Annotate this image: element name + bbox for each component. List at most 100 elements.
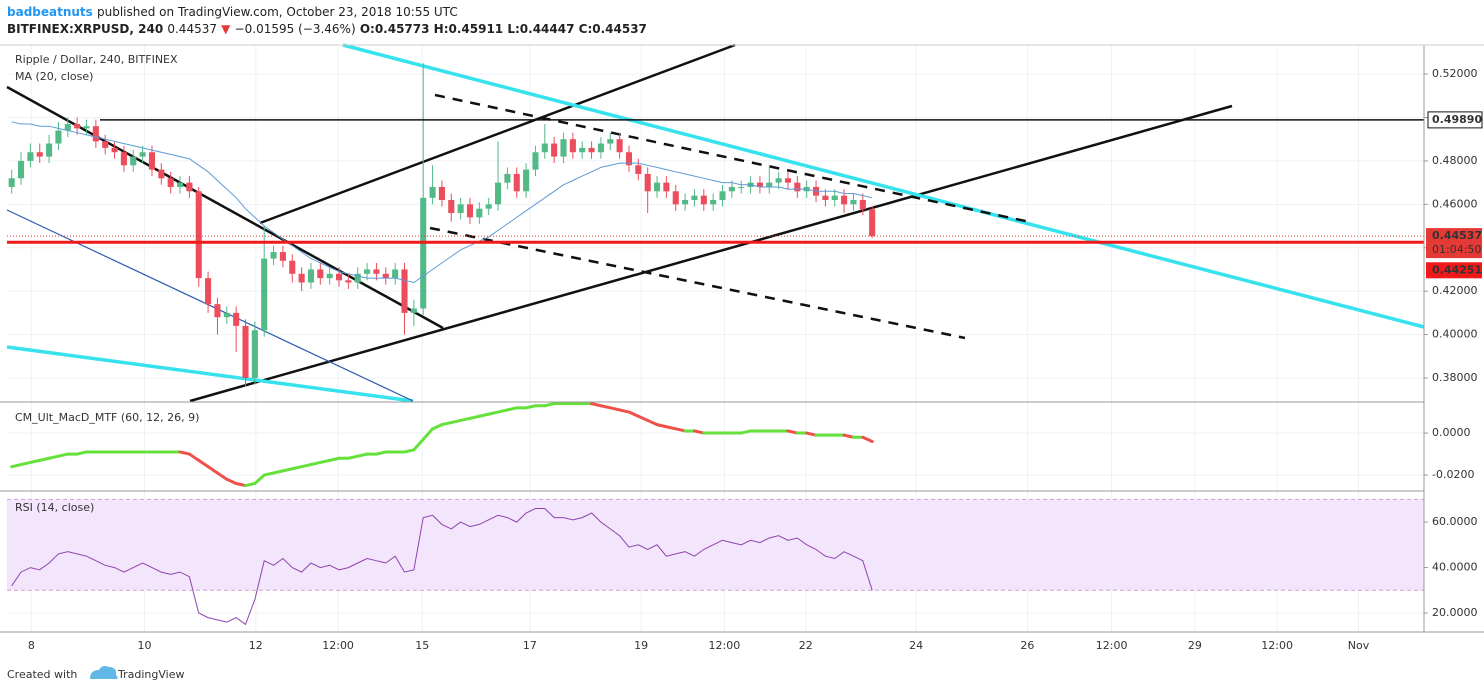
macd-segment xyxy=(197,458,210,469)
macd-segment xyxy=(599,404,612,410)
candle-body xyxy=(541,143,548,153)
candle-body xyxy=(167,178,174,187)
last: 0.44537 xyxy=(167,22,217,36)
candle-body xyxy=(523,169,530,192)
candle-body xyxy=(597,143,604,153)
macd-segment xyxy=(281,467,294,473)
candle-body xyxy=(869,209,876,237)
macd-segment xyxy=(646,418,659,427)
x-tick-label: 22 xyxy=(799,639,813,652)
candle-body xyxy=(279,252,286,261)
candle-body xyxy=(644,173,651,192)
x-tick-label: 24 xyxy=(909,639,923,652)
candle-body xyxy=(831,195,838,200)
macd-segment xyxy=(253,473,266,485)
candle-body xyxy=(625,152,633,166)
macd-segment xyxy=(431,423,444,431)
candle-body xyxy=(569,139,576,153)
candle-body xyxy=(654,182,661,192)
candle-body xyxy=(504,173,511,183)
y-tick-label: 60.0000 xyxy=(1432,515,1478,528)
level-label: 0.49890 xyxy=(1432,113,1482,126)
macd-segment xyxy=(524,404,537,410)
macd-segment xyxy=(215,471,229,481)
macd-segment xyxy=(356,452,369,458)
x-tick-label: 12:00 xyxy=(1096,639,1128,652)
last-price-box xyxy=(1426,228,1482,259)
candle-body xyxy=(64,124,71,131)
x-tick-label: 8 xyxy=(28,639,35,652)
candle-body xyxy=(298,273,305,283)
macd-segment xyxy=(328,456,341,462)
macd-segment xyxy=(10,463,23,469)
candle-body xyxy=(251,330,258,378)
symbol: BITFINEX:XRPUSD, 240 xyxy=(7,22,163,36)
macd-segment xyxy=(459,416,472,422)
rsi-line xyxy=(11,508,873,626)
candle-body xyxy=(775,178,782,183)
candle-body xyxy=(205,278,212,305)
candle-body xyxy=(663,182,670,192)
candle-body xyxy=(719,191,726,200)
macd-segment xyxy=(346,454,360,460)
macd-segment xyxy=(655,423,668,429)
open: O:0.45773 xyxy=(360,22,430,36)
high: H:0.45911 xyxy=(434,22,504,36)
candle-body xyxy=(579,147,586,153)
candle-body xyxy=(74,124,81,129)
macd-segment xyxy=(234,481,248,488)
candle-body xyxy=(307,269,315,283)
candle-body xyxy=(682,199,689,205)
candle-body xyxy=(710,199,717,205)
countdown: 01:04:50 xyxy=(1432,243,1481,256)
macd-segment xyxy=(75,450,89,456)
candle-body xyxy=(27,152,34,161)
y-tick-label: 0.0000 xyxy=(1432,426,1471,439)
marks xyxy=(7,63,1424,626)
candle-body xyxy=(438,186,445,200)
candle-body xyxy=(392,269,399,279)
candle-body xyxy=(17,160,25,179)
macd-segment xyxy=(403,448,416,454)
x-tick-label: 29 xyxy=(1188,639,1202,652)
macd-segment xyxy=(496,408,509,414)
candle-body xyxy=(261,258,268,331)
macd-segment xyxy=(608,406,622,412)
y-tick-label: 0.38000 xyxy=(1432,371,1478,384)
trendline xyxy=(429,226,966,340)
ma-line xyxy=(11,121,873,284)
macd-segment xyxy=(421,427,435,441)
macd-segment xyxy=(56,452,70,458)
macd-segment xyxy=(318,458,332,464)
candle-body xyxy=(8,178,15,187)
candle-body xyxy=(738,186,745,188)
candle-body xyxy=(728,186,735,192)
y-tick-label: 0.52000 xyxy=(1432,67,1478,80)
macd-segment xyxy=(19,460,32,467)
candle-body xyxy=(532,152,539,170)
candle-body xyxy=(476,208,483,218)
candle-body xyxy=(859,199,866,210)
trendline xyxy=(6,345,414,403)
symbol-line: BITFINEX:XRPUSD, 240 0.44537 ▼ −0.01595 … xyxy=(7,22,647,36)
candle-body xyxy=(148,152,156,170)
candle-body xyxy=(326,273,333,279)
y-tick-label: 0.48000 xyxy=(1432,154,1478,167)
grid xyxy=(7,45,1424,632)
candle-body xyxy=(841,195,848,205)
x-tick-label: 17 xyxy=(523,639,537,652)
x-tick-label: 12:00 xyxy=(709,639,741,652)
candle-body xyxy=(139,152,146,157)
footer-created: Created with xyxy=(7,668,77,681)
trendline xyxy=(342,43,1425,329)
candle-body xyxy=(289,260,296,274)
candle-body xyxy=(766,182,773,187)
macd-segment xyxy=(618,408,631,414)
change: −0.01595 (−3.46%) xyxy=(235,22,356,36)
candle-body xyxy=(494,182,502,205)
candle-body xyxy=(223,312,230,318)
candle-body xyxy=(354,273,361,283)
footer-brand[interactable]: TradingView xyxy=(117,668,184,681)
macd-segment xyxy=(786,429,799,435)
x-tick-label: 12:00 xyxy=(1261,639,1293,652)
